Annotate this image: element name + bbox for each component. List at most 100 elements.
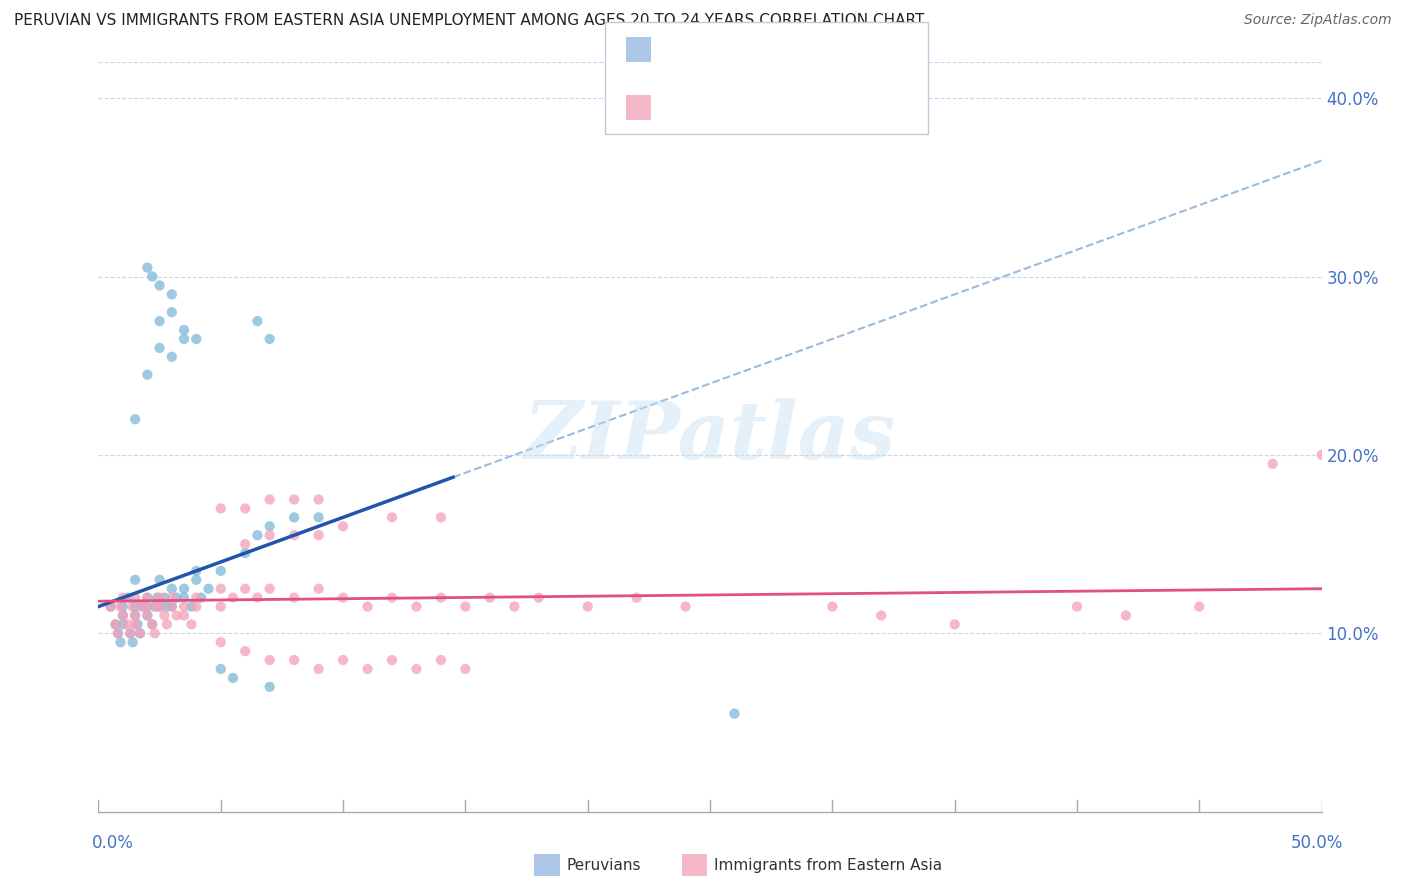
Point (124, 412, 146, 426)
Point (576, 599, 599, 614)
Point (723, 706, 745, 721)
Point (141, 269, 163, 284)
Point (173, 582, 195, 596)
Point (111, 617, 134, 632)
Point (405, 662, 427, 676)
Point (626, 591, 648, 605)
Point (143, 626, 166, 640)
Point (821, 599, 844, 614)
Point (430, 591, 453, 605)
Point (136, 599, 159, 614)
Point (308, 492, 330, 507)
Text: Peruvians: Peruvians (567, 858, 641, 872)
Point (136, 368, 159, 382)
Point (283, 591, 305, 605)
Point (124, 617, 146, 632)
Point (1310, 448, 1333, 462)
Point (149, 341, 172, 355)
Point (190, 591, 212, 605)
Point (124, 599, 146, 614)
Point (186, 564, 208, 578)
Point (141, 617, 163, 632)
Point (166, 591, 188, 605)
Point (430, 653, 453, 667)
Point (381, 653, 404, 667)
Point (149, 278, 172, 293)
Point (111, 608, 134, 623)
Point (129, 626, 152, 640)
Point (259, 528, 281, 542)
Point (156, 599, 179, 614)
Point (146, 591, 169, 605)
Point (1066, 599, 1088, 614)
Point (1188, 599, 1211, 614)
Point (222, 671, 245, 685)
Point (124, 608, 146, 623)
Point (332, 653, 354, 667)
Point (160, 582, 183, 596)
Point (129, 626, 152, 640)
Point (100, 599, 122, 614)
Point (308, 510, 330, 524)
Point (100, 599, 122, 614)
Point (107, 626, 129, 640)
Point (160, 305, 183, 319)
Point (173, 323, 195, 337)
Y-axis label: Unemployment Among Ages 20 to 24 years: Unemployment Among Ages 20 to 24 years (41, 269, 56, 605)
Text: PERUVIAN VS IMMIGRANTS FROM EASTERN ASIA UNEMPLOYMENT AMONG AGES 20 TO 24 YEARS : PERUVIAN VS IMMIGRANTS FROM EASTERN ASIA… (14, 13, 924, 29)
Point (153, 608, 176, 623)
Point (381, 510, 404, 524)
Point (146, 599, 169, 614)
Point (136, 599, 159, 614)
Point (675, 599, 697, 614)
Point (454, 662, 477, 676)
Point (209, 501, 232, 516)
Point (120, 626, 142, 640)
Point (222, 591, 245, 605)
Point (160, 599, 183, 614)
Point (283, 528, 305, 542)
Point (209, 635, 232, 649)
Point (246, 314, 269, 328)
Point (110, 635, 132, 649)
Point (283, 653, 305, 667)
Point (209, 564, 232, 578)
Point (173, 332, 195, 346)
Point (107, 626, 129, 640)
Point (141, 617, 163, 632)
Point (127, 617, 149, 632)
Point (405, 599, 427, 614)
Point (143, 599, 166, 614)
Point (209, 599, 232, 614)
Point (381, 591, 404, 605)
Point (136, 608, 159, 623)
Point (149, 591, 172, 605)
Point (356, 662, 378, 676)
Point (136, 591, 159, 605)
Point (117, 617, 139, 632)
Point (430, 510, 453, 524)
Point (943, 617, 966, 632)
Point (308, 528, 330, 542)
Point (156, 617, 179, 632)
Point (259, 582, 281, 596)
Point (233, 644, 256, 658)
Point (160, 591, 183, 605)
Point (104, 617, 127, 632)
Point (166, 608, 188, 623)
Point (136, 591, 159, 605)
Point (332, 591, 354, 605)
Point (111, 599, 134, 614)
Point (233, 582, 256, 596)
Point (131, 599, 153, 614)
Point (332, 519, 354, 533)
Point (233, 501, 256, 516)
Point (478, 591, 501, 605)
Point (120, 626, 142, 640)
Point (149, 314, 172, 328)
Point (246, 591, 269, 605)
Point (186, 591, 208, 605)
Text: R = 0.260   N = 61: R = 0.260 N = 61 (661, 43, 825, 57)
Point (259, 680, 281, 694)
Text: R = 0.032   N = 82: R = 0.032 N = 82 (661, 101, 825, 115)
